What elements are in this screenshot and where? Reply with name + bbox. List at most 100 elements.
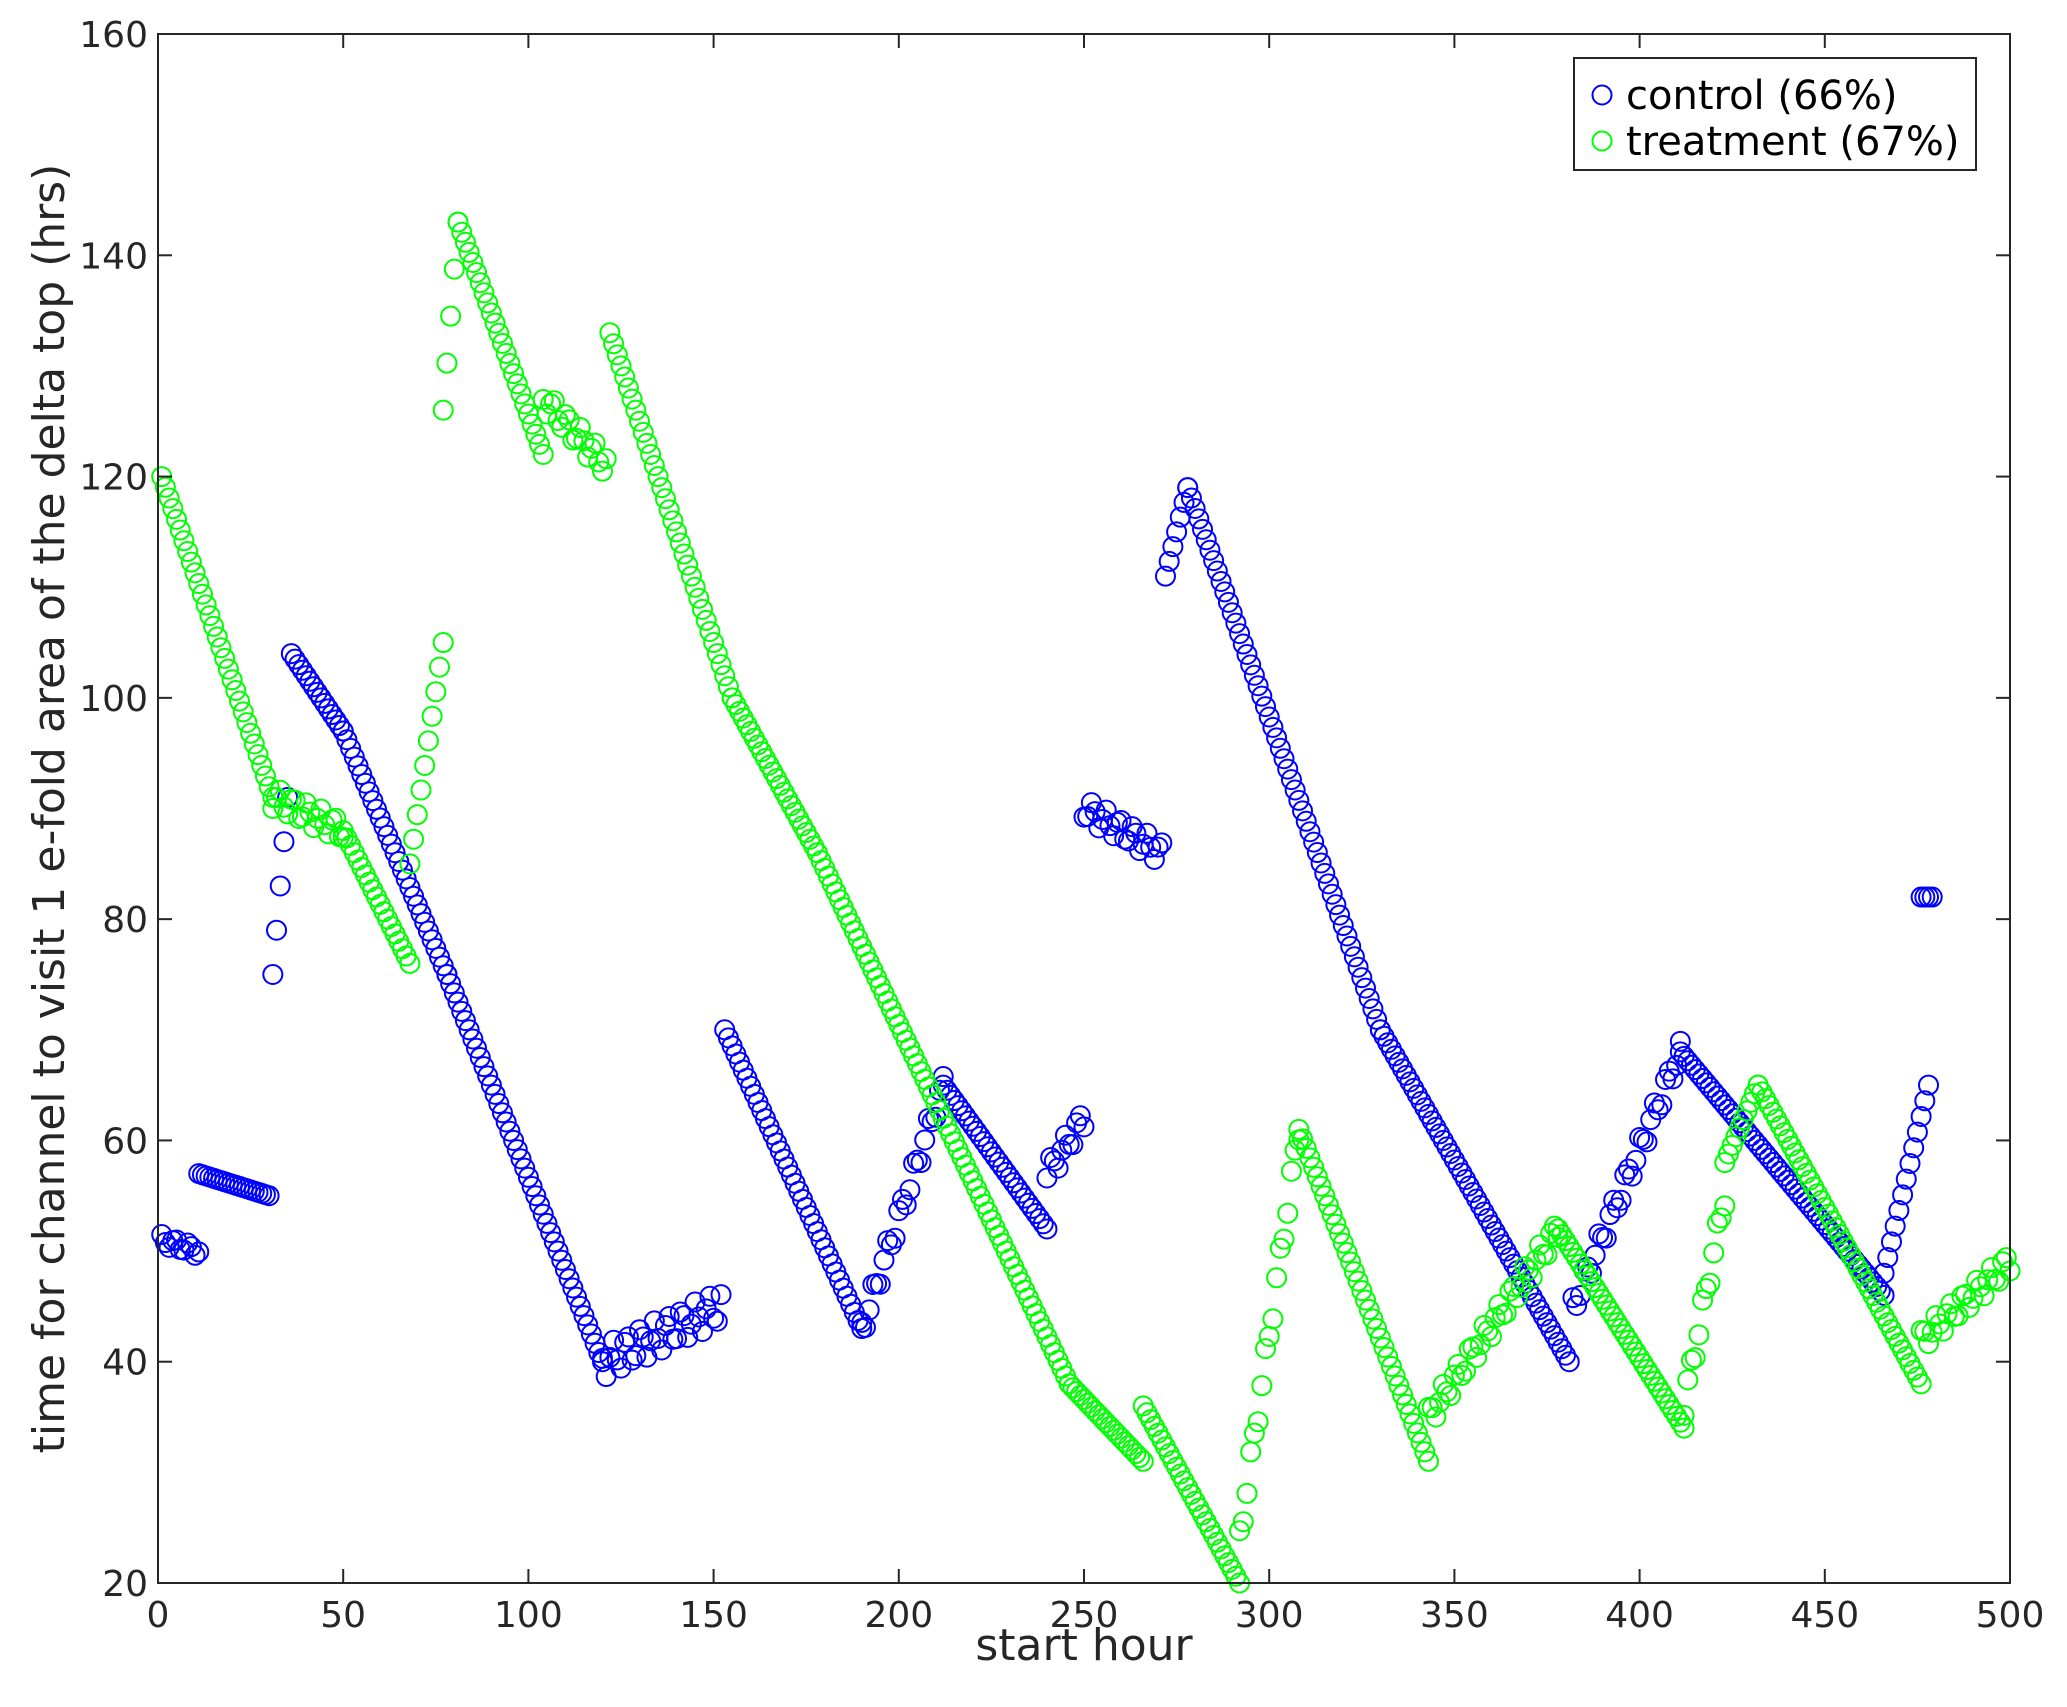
data-point	[673, 543, 695, 565]
data-point	[1492, 1304, 1514, 1326]
data-point	[451, 221, 473, 243]
data-point	[1355, 977, 1377, 999]
data-point	[458, 241, 480, 263]
data-point	[1655, 1388, 1677, 1410]
data-point	[1873, 1262, 1895, 1284]
data-point	[1599, 1204, 1621, 1226]
data-point	[451, 1000, 473, 1022]
data-point	[1184, 497, 1206, 519]
data-point	[1584, 1277, 1606, 1299]
data-point	[888, 1200, 910, 1222]
data-point	[632, 421, 654, 443]
data-point	[525, 1185, 547, 1207]
data-point	[484, 1083, 506, 1105]
data-point	[188, 1241, 210, 1263]
data-point	[1062, 1377, 1084, 1399]
data-point	[1503, 1276, 1525, 1298]
data-point	[1688, 1324, 1710, 1346]
data-point	[432, 632, 454, 654]
data-point	[591, 460, 613, 482]
data-point	[1369, 1327, 1391, 1349]
legend-label-control: control (66%)	[1626, 73, 1897, 119]
data-point	[1051, 1139, 1073, 1161]
data-point	[1243, 1422, 1265, 1444]
data-point	[1632, 1353, 1654, 1375]
data-point	[691, 598, 713, 620]
data-point	[1195, 529, 1217, 551]
data-point	[1447, 1353, 1469, 1375]
data-point	[580, 1323, 602, 1345]
data-point	[1095, 1412, 1117, 1434]
data-point	[1299, 1147, 1321, 1169]
series-treatment	[151, 211, 2021, 1594]
data-point	[1651, 1382, 1673, 1404]
data-point	[195, 594, 217, 616]
data-point	[503, 1129, 525, 1151]
data-point	[1380, 1355, 1402, 1377]
data-point	[536, 1212, 558, 1234]
data-point	[658, 1305, 680, 1327]
data-point	[1095, 799, 1117, 821]
data-point	[1555, 1230, 1577, 1252]
data-point	[1032, 1213, 1054, 1235]
data-point	[1906, 1121, 1928, 1143]
data-point	[1680, 1349, 1702, 1371]
data-point	[299, 801, 321, 823]
data-point	[1351, 967, 1373, 989]
data-point	[254, 765, 276, 787]
data-point	[1036, 1218, 1058, 1240]
data-point	[1666, 1405, 1688, 1427]
legend-marker-control	[1591, 84, 1613, 106]
series-control	[151, 477, 1943, 1388]
data-point	[325, 709, 347, 731]
data-point	[714, 665, 736, 687]
data-point	[1321, 883, 1343, 905]
data-point	[1084, 1400, 1106, 1422]
data-point	[577, 1314, 599, 1336]
data-point	[1921, 886, 1943, 908]
data-point	[1277, 758, 1299, 780]
y-tick-label: 100	[79, 679, 148, 720]
data-point	[851, 1311, 873, 1333]
data-point	[669, 532, 691, 554]
data-point	[1877, 1247, 1899, 1269]
data-point	[1577, 1265, 1599, 1287]
data-point	[1180, 487, 1202, 509]
data-point	[569, 416, 591, 438]
data-point	[232, 701, 254, 723]
data-point	[1647, 1099, 1669, 1121]
data-point	[469, 1046, 491, 1068]
data-point	[1588, 1282, 1610, 1304]
data-point	[1343, 946, 1365, 968]
data-point	[432, 399, 454, 421]
data-point	[1332, 1232, 1354, 1254]
data-point	[1314, 1185, 1336, 1207]
data-point	[1292, 800, 1314, 822]
data-point	[306, 681, 328, 703]
data-point	[1110, 1427, 1132, 1449]
data-point	[529, 433, 551, 455]
data-point	[699, 1285, 721, 1307]
data-point	[1673, 1417, 1695, 1439]
data-point	[1547, 1218, 1569, 1240]
data-point	[603, 1329, 625, 1351]
data-point	[177, 540, 199, 562]
data-point	[869, 1273, 891, 1295]
data-point	[1232, 1511, 1254, 1533]
data-point	[621, 1349, 643, 1371]
data-point	[1636, 1359, 1658, 1381]
data-point	[1295, 810, 1317, 832]
data-point	[1340, 1251, 1362, 1273]
data-point	[1303, 831, 1325, 853]
data-point	[303, 676, 325, 698]
data-point	[706, 643, 728, 665]
data-point	[1340, 935, 1362, 957]
data-point	[1210, 570, 1232, 592]
data-point	[399, 853, 421, 875]
data-point	[640, 443, 662, 465]
data-point	[406, 804, 428, 826]
data-point	[436, 963, 458, 985]
data-point	[414, 754, 436, 776]
data-point	[1614, 1323, 1636, 1345]
data-point	[1125, 1443, 1147, 1465]
